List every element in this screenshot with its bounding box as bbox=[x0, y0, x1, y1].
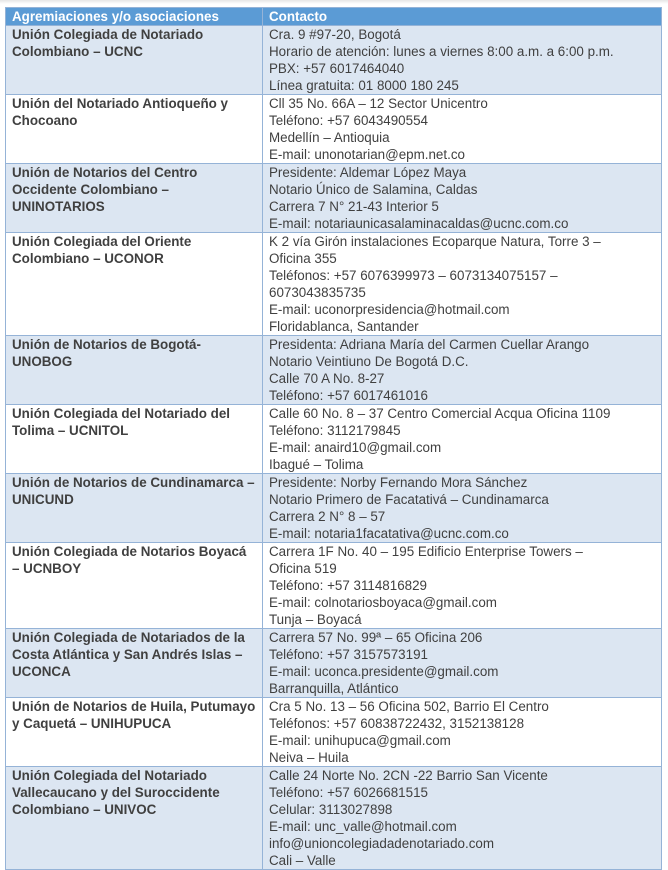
contact-line: Oficina 519 bbox=[269, 561, 337, 576]
page-edge bbox=[0, 0, 668, 4]
contact-line: Presidente: Aldemar López Maya bbox=[269, 165, 467, 180]
contact-line: E-mail: colnotariosboyaca@gmail.com bbox=[269, 595, 497, 610]
contact-line: Calle 70 A No. 8-27 bbox=[269, 371, 385, 386]
contact-line: Notario Primero de Facatativá – Cundinam… bbox=[269, 492, 549, 507]
contact-cell: Presidente: Norby Fernando Mora Sánchez N… bbox=[262, 473, 662, 543]
contact-cell: K 2 vía Girón instalaciones Ecoparque Na… bbox=[262, 232, 662, 336]
table-row: Unión del Notariado Antioqueño y Chocoan… bbox=[5, 94, 662, 164]
contact-cell: Carrera 57 No. 99ª – 65 Oficina 206 Teléf… bbox=[262, 628, 662, 698]
contact-cell: Cll 35 No. 66A – 12 Sector Unicentro Telé… bbox=[262, 94, 662, 164]
association-name: Unión del Notariado Antioqueño y Chocoan… bbox=[5, 94, 263, 164]
contact-line: Carrera 2 N° 8 – 57 bbox=[269, 509, 386, 524]
header-contact: Contacto bbox=[262, 7, 662, 26]
contact-line: Teléfono: +57 3114816829 bbox=[269, 578, 427, 593]
contact-line: Medellín – Antioquia bbox=[269, 130, 390, 145]
associations-table: Agremiaciones y/o asociaciones Contacto … bbox=[5, 7, 662, 870]
contact-cell: Calle 60 No. 8 – 37 Centro Comercial Acq… bbox=[262, 404, 662, 474]
contact-line: Cra 5 No. 13 – 56 Oficina 502, Barrio El… bbox=[269, 699, 549, 714]
association-name: Unión de Notarios del Centro Occidente C… bbox=[5, 163, 263, 233]
contact-line: Carrera 1F No. 40 – 195 Edificio Enterpr… bbox=[269, 544, 583, 559]
contact-line: Barranquilla, Atlántico bbox=[269, 681, 399, 696]
contact-line: Carrera 57 No. 99ª – 65 Oficina 206 bbox=[269, 630, 483, 645]
contact-cell: Calle 24 Norte No. 2CN -22 Barrio San Vi… bbox=[262, 766, 662, 870]
association-name: Unión Colegiada del Notariado Vallecauca… bbox=[5, 766, 263, 870]
contact-line: Calle 24 Norte No. 2CN -22 Barrio San Vi… bbox=[269, 768, 548, 783]
table-row: Unión Colegiada del Oriente Colombiano –… bbox=[5, 232, 662, 336]
contact-line: info@unioncolegiadadenotariado.com bbox=[269, 836, 495, 851]
contact-line: E-mail: unihupuca@gmail.com bbox=[269, 733, 451, 748]
contact-line: Presidente: Norby Fernando Mora Sánchez bbox=[269, 475, 528, 490]
contact-line: E-mail: uconca.presidente@gmail.com bbox=[269, 664, 499, 679]
contact-line: Ibagué – Tolima bbox=[269, 457, 364, 472]
table-row: Unión de Notarios de Huila, Putumayo y C… bbox=[5, 697, 662, 767]
table-row: Unión de Notarios del Centro Occidente C… bbox=[5, 163, 662, 233]
contact-line: Cra. 9 #97-20, Bogotá bbox=[269, 27, 401, 42]
association-name: Unión de Notarios de Huila, Putumayo y C… bbox=[5, 697, 263, 767]
contact-line: 6073043835735 bbox=[269, 285, 366, 300]
contact-line: Teléfono: +57 6043490554 bbox=[269, 113, 428, 128]
association-name: Unión Colegiada del Notariado del Tolima… bbox=[5, 404, 263, 474]
contact-line: E-mail: uconorpresidencia@hotmail.com bbox=[269, 302, 510, 317]
header-associations: Agremiaciones y/o asociaciones bbox=[5, 7, 263, 26]
contact-line: Tunja – Boyacá bbox=[269, 612, 362, 627]
contact-line: Neiva – Huila bbox=[269, 750, 349, 765]
contact-line: E-mail: unonotarian@epm.net.co bbox=[269, 147, 465, 162]
contact-line: Notario Único de Salamina, Caldas bbox=[269, 182, 478, 197]
contact-line: Celular: 3113027898 bbox=[269, 802, 393, 817]
contact-line: Carrera 7 N° 21-43 Interior 5 bbox=[269, 199, 439, 214]
association-name: Unión de Notarios de Bogotá- UNOBOG bbox=[5, 335, 263, 405]
contact-cell: Cra 5 No. 13 – 56 Oficina 502, Barrio El… bbox=[262, 697, 662, 767]
table-row: Unión de Notarios de Bogotá- UNOBOG Presi… bbox=[5, 335, 662, 405]
table-row: Unión Colegiada de Notariado Colombiano … bbox=[5, 25, 662, 95]
contact-line: Cll 35 No. 66A – 12 Sector Unicentro bbox=[269, 96, 488, 111]
contact-line: E-mail: notaria1facatativa@ucnc.com.co bbox=[269, 526, 509, 541]
contact-line: E-mail: anaird10@gmail.com bbox=[269, 440, 442, 455]
contact-line: K 2 vía Girón instalaciones Ecoparque Na… bbox=[269, 234, 601, 249]
contact-line: Teléfono: +57 6017461016 bbox=[269, 388, 428, 403]
table-row: Unión de Notarios de Cundinamarca – UNIC… bbox=[5, 473, 662, 543]
association-name: Unión Colegiada de Notarios Boyacá – UCN… bbox=[5, 542, 263, 629]
contact-line: Calle 60 No. 8 – 37 Centro Comercial Acq… bbox=[269, 406, 611, 421]
contact-line: Cali – Valle bbox=[269, 853, 336, 868]
contact-line: Línea gratuita: 01 8000 180 245 bbox=[269, 78, 459, 93]
contact-line: Presidenta: Adriana María del Carmen Cue… bbox=[269, 337, 590, 352]
contact-line: E-mail: notariaunicasalaminacaldas@ucnc.… bbox=[269, 216, 569, 231]
table-row: Unión Colegiada de Notariados de la Cost… bbox=[5, 628, 662, 698]
contact-cell: Cra. 9 #97-20, Bogotá Horario de atención… bbox=[262, 25, 662, 95]
table-row: Unión Colegiada de Notarios Boyacá – UCN… bbox=[5, 542, 662, 629]
contact-cell: Carrera 1F No. 40 – 195 Edificio Enterpr… bbox=[262, 542, 662, 629]
contact-line: Oficina 355 bbox=[269, 251, 337, 266]
contact-line: PBX: +57 6017464040 bbox=[269, 61, 405, 76]
contact-line: Teléfono: 3112179845 bbox=[269, 423, 401, 438]
contact-cell: Presidenta: Adriana María del Carmen Cue… bbox=[262, 335, 662, 405]
contact-cell: Presidente: Aldemar López Maya Notario Ún… bbox=[262, 163, 662, 233]
table-row: Unión Colegiada del Notariado del Tolima… bbox=[5, 404, 662, 474]
association-name: Unión de Notarios de Cundinamarca – UNIC… bbox=[5, 473, 263, 543]
contact-line: E-mail: unc_valle@hotmail.com bbox=[269, 819, 457, 834]
contact-line: Teléfonos: +57 6076399973 – 607313407515… bbox=[269, 268, 558, 283]
association-name: Unión Colegiada de Notariado Colombiano … bbox=[5, 25, 263, 95]
table-row: Unión Colegiada del Notariado Vallecauca… bbox=[5, 766, 662, 870]
contact-line: Teléfono: +57 6026681515 bbox=[269, 785, 428, 800]
contact-line: Horario de atención: lunes a viernes 8:0… bbox=[269, 44, 614, 59]
association-name: Unión Colegiada del Oriente Colombiano –… bbox=[5, 232, 263, 336]
contact-line: Teléfono: +57 3157573191 bbox=[269, 647, 428, 662]
association-name: Unión Colegiada de Notariados de la Cost… bbox=[5, 628, 263, 698]
contact-line: Floridablanca, Santander bbox=[269, 319, 419, 334]
table-header-row: Agremiaciones y/o asociaciones Contacto bbox=[5, 7, 662, 26]
contact-line: Teléfonos: +57 60838722432, 3152138128 bbox=[269, 716, 525, 731]
contact-line: Notario Veintiuno De Bogotá D.C. bbox=[269, 354, 469, 369]
